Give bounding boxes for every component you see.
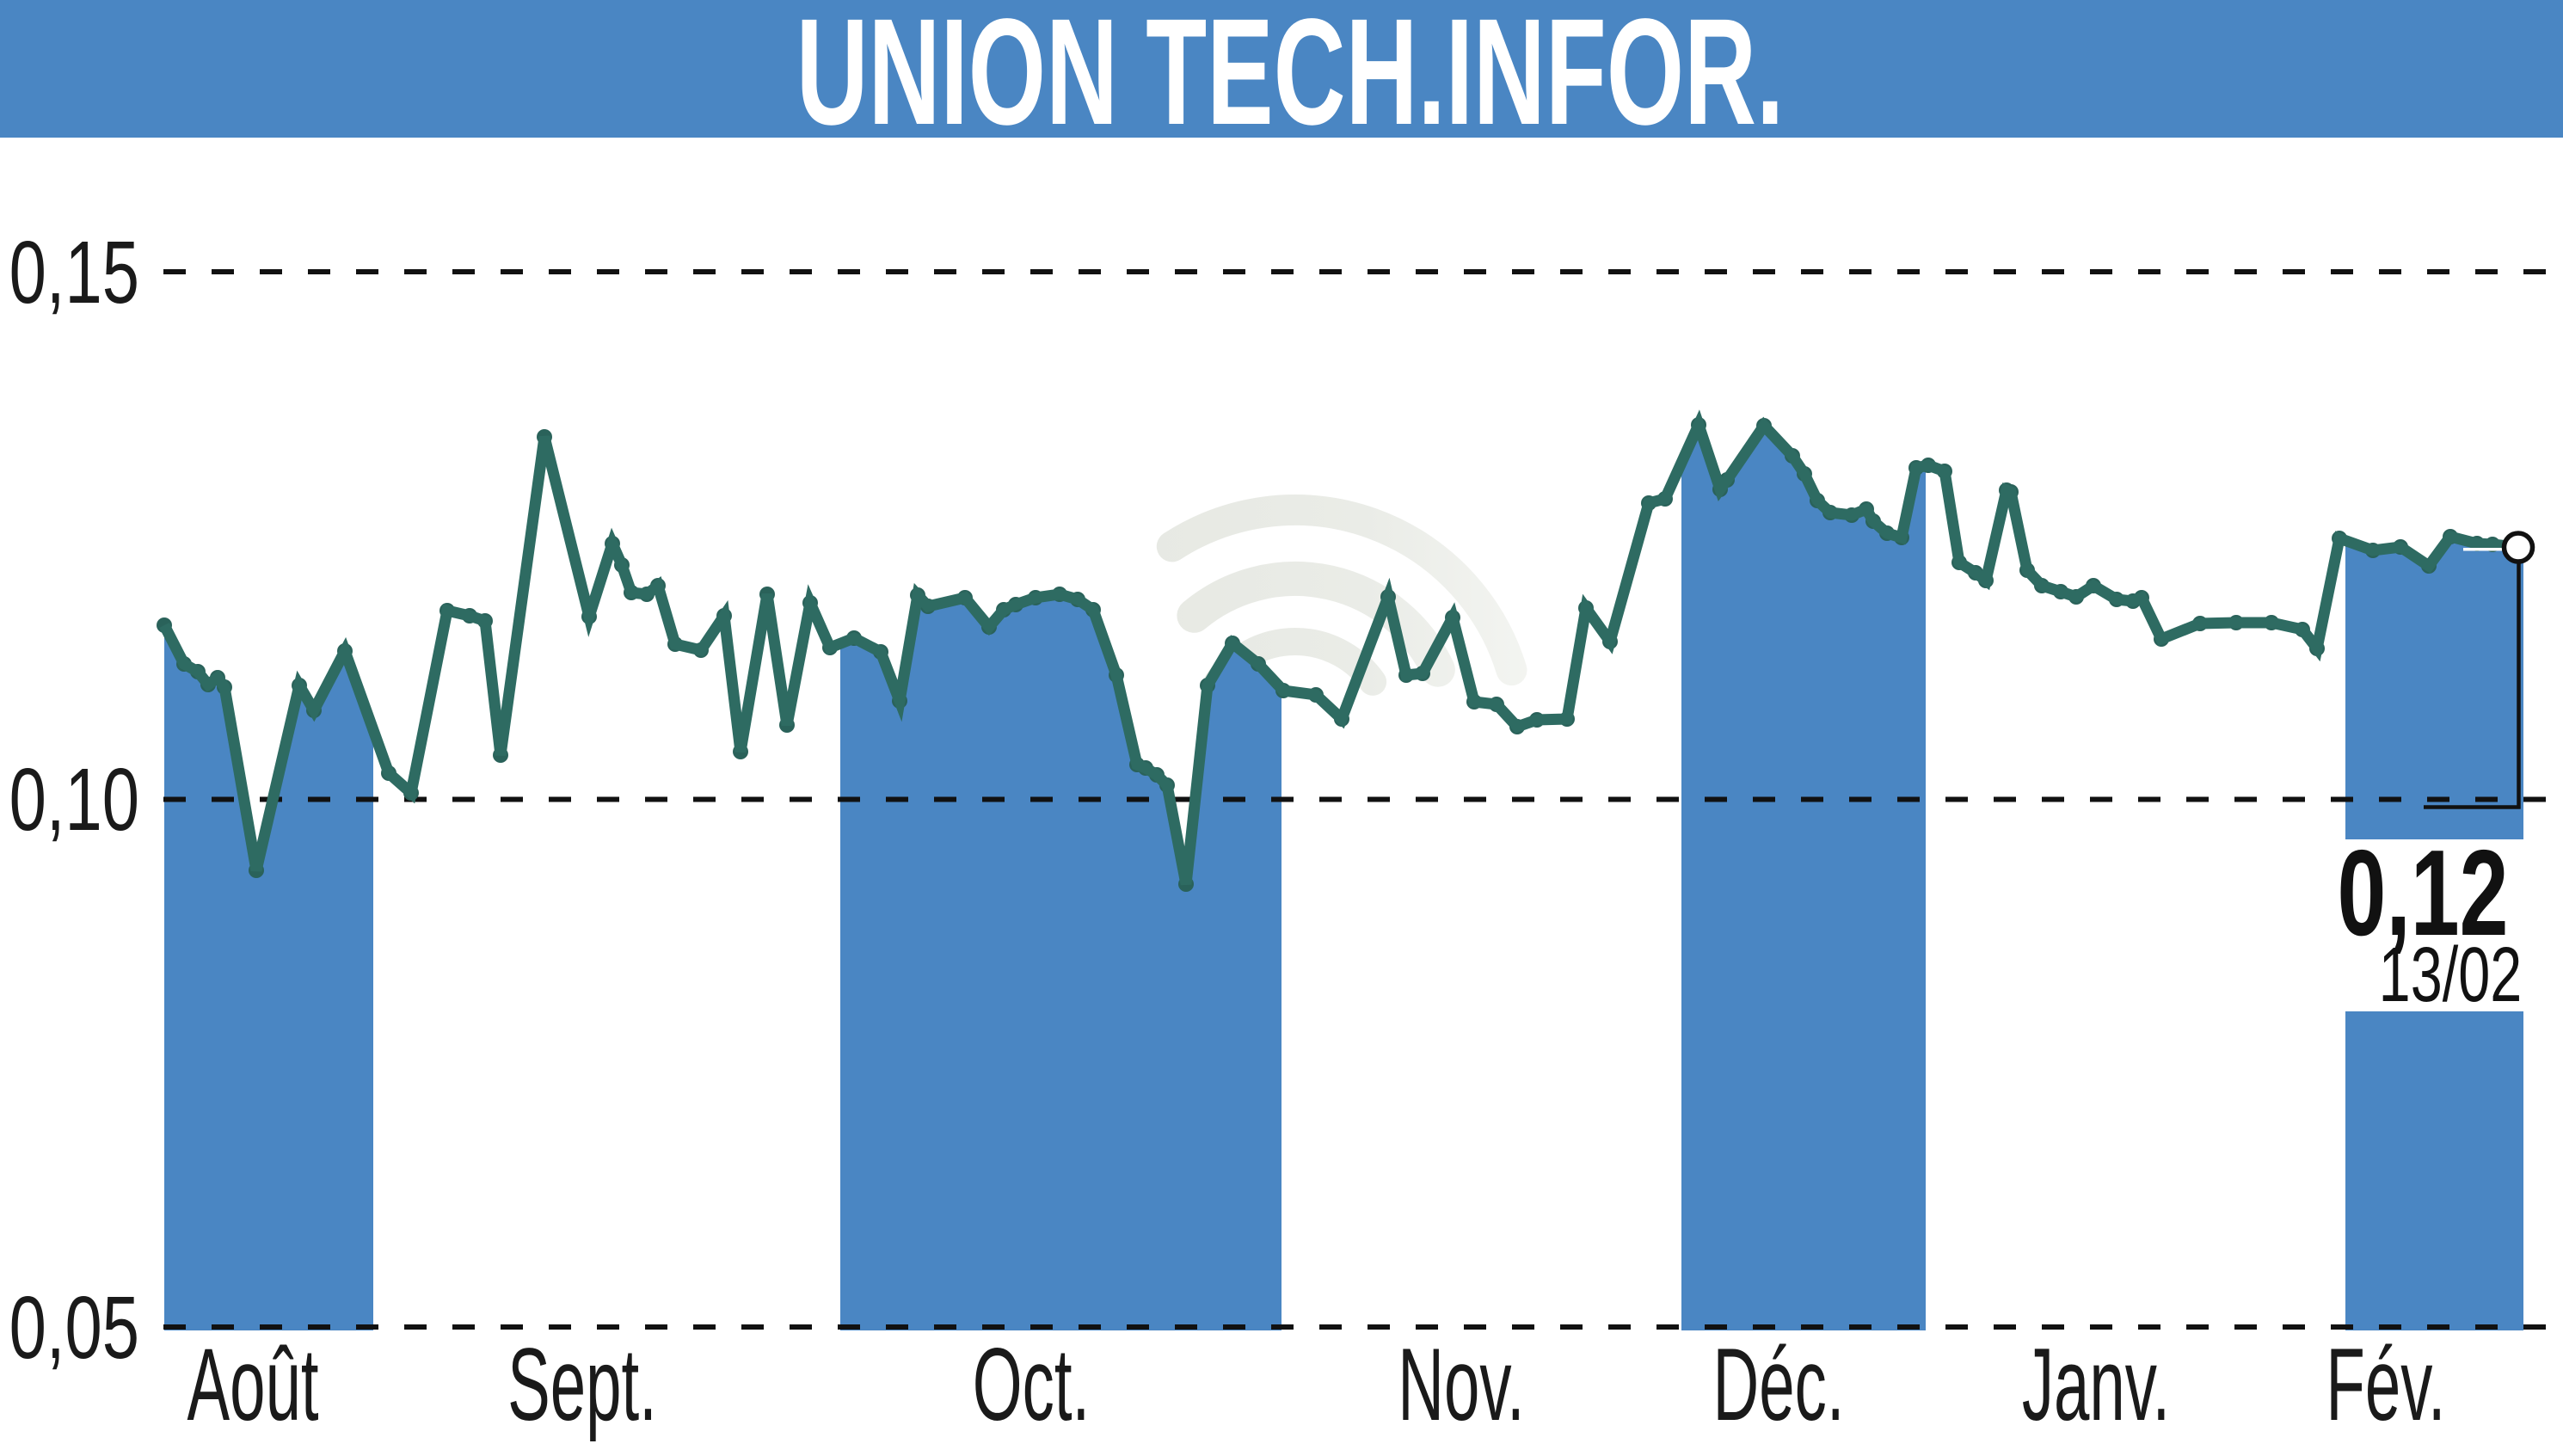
svg-text:Fév.: Fév. bbox=[2326, 1328, 2445, 1442]
svg-text:Déc.: Déc. bbox=[1713, 1328, 1845, 1442]
svg-text:UNION TECH.INFOR.: UNION TECH.INFOR. bbox=[796, 0, 1785, 157]
svg-text:Sept.: Sept. bbox=[507, 1328, 657, 1442]
svg-text:13/02: 13/02 bbox=[2379, 931, 2523, 1017]
svg-text:0,10: 0,10 bbox=[9, 750, 139, 849]
svg-text:0,05: 0,05 bbox=[9, 1278, 139, 1377]
svg-text:Oct.: Oct. bbox=[973, 1328, 1090, 1442]
svg-text:Janv.: Janv. bbox=[2022, 1328, 2170, 1442]
svg-text:0,12: 0,12 bbox=[2338, 826, 2509, 961]
svg-text:0,15: 0,15 bbox=[9, 223, 139, 322]
svg-text:Nov.: Nov. bbox=[1398, 1328, 1524, 1442]
svg-text:Août: Août bbox=[187, 1328, 318, 1442]
